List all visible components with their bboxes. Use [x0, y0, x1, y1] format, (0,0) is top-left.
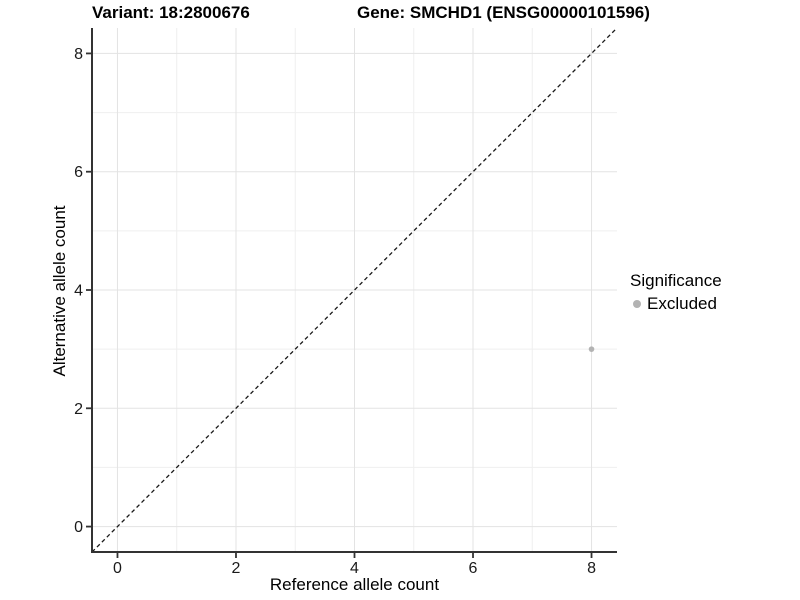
variant-title: Variant: 18:2800676: [92, 3, 250, 22]
y-axis-title: Alternative allele count: [50, 205, 69, 377]
y-tick-label: 6: [74, 164, 83, 181]
legend-item-label: Excluded: [647, 294, 717, 313]
x-axis-title: Reference allele count: [269, 575, 440, 594]
x-tick-label: 6: [469, 560, 478, 577]
y-tick-label: 8: [74, 46, 83, 63]
x-tick-label: 4: [350, 560, 359, 577]
legend-item-excluded: Excluded: [630, 293, 722, 314]
excluded-point-icon: [633, 299, 641, 308]
x-tick-label: 8: [587, 560, 596, 577]
y-tick-label: 4: [74, 283, 83, 300]
gene-title: Gene: SMCHD1 (ENSG00000101596): [357, 3, 650, 22]
x-tick-label: 0: [113, 560, 122, 577]
x-tick-label: 2: [232, 560, 241, 577]
legend: Significance Excluded: [630, 270, 722, 314]
identity-dashed-line: [91, 27, 618, 553]
legend-title: Significance: [630, 271, 722, 290]
y-tick-label: 0: [74, 519, 83, 536]
data-point: [588, 346, 595, 352]
y-tick-label: 2: [74, 401, 83, 418]
